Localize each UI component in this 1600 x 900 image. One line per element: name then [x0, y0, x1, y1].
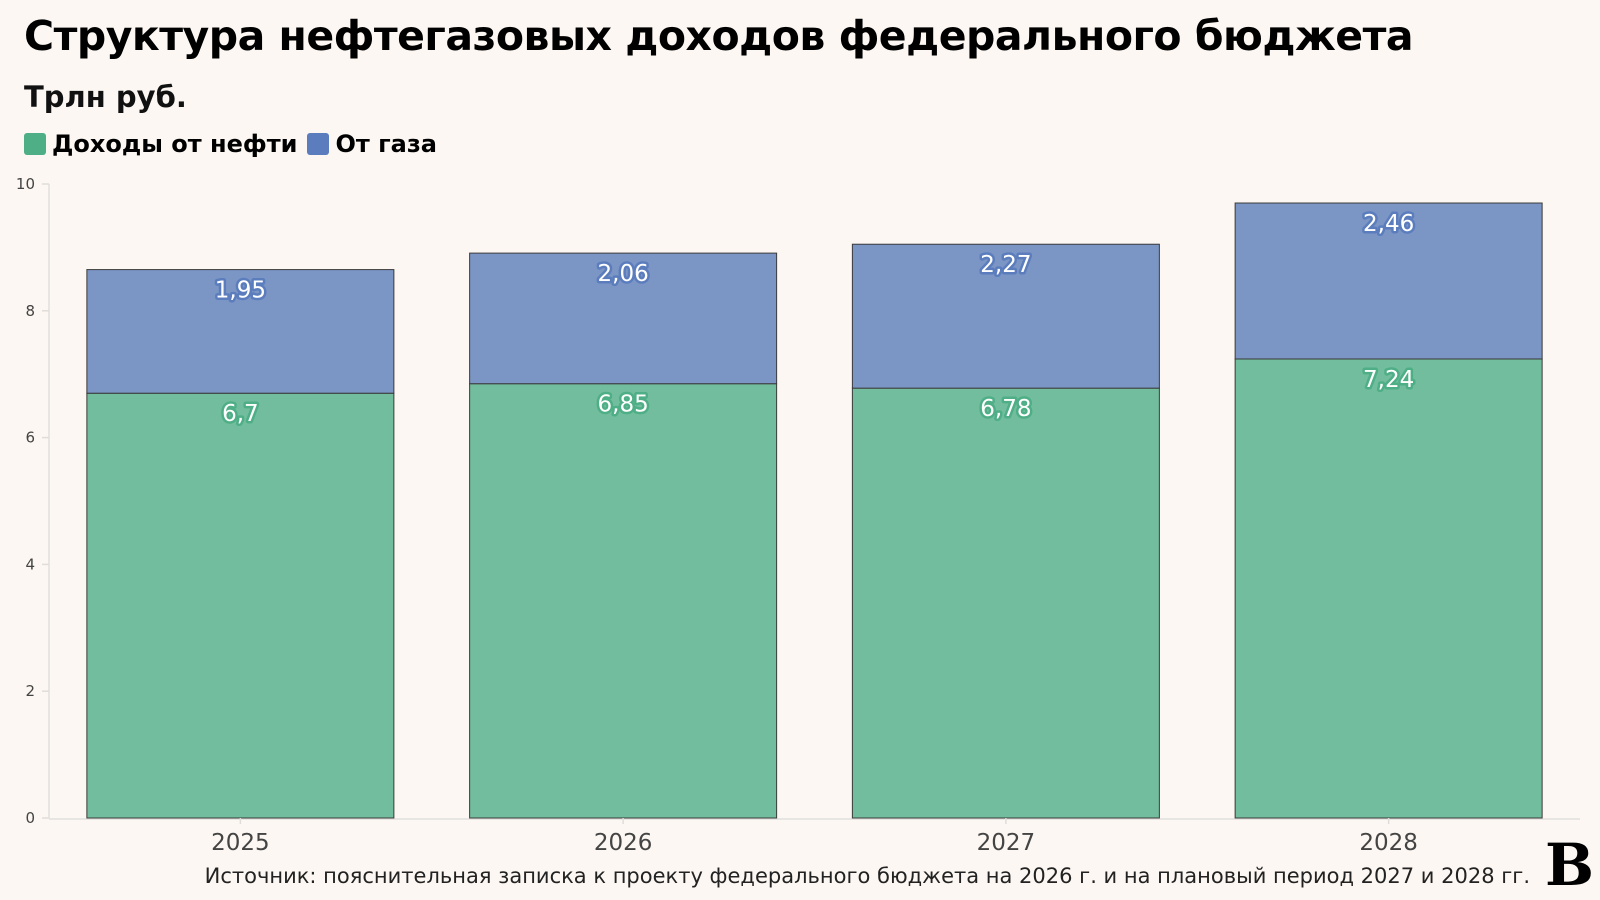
bar-gas [1234, 202, 1543, 360]
data-label: 6,78 [980, 396, 1031, 422]
x-tick-label: 2028 [1359, 830, 1418, 856]
y-tick-label: 2 [25, 682, 35, 700]
legend-swatch-oil [24, 133, 46, 155]
chart-subtitle: Трлн руб. [24, 80, 187, 114]
data-label: 1,95 [215, 278, 266, 304]
bar-gas [86, 269, 395, 394]
bar-oil [469, 383, 778, 819]
legend-label-gas: От газа [335, 130, 437, 158]
bar-oil [851, 387, 1160, 819]
x-tick-label: 2025 [211, 830, 270, 856]
data-label: 6,85 [598, 392, 649, 418]
bar-gas [469, 252, 778, 385]
data-label: 2,06 [598, 261, 649, 287]
y-tick-label: 6 [25, 429, 35, 447]
bar-oil [86, 392, 395, 819]
vedomosti-logo: В [1545, 831, 1595, 899]
chart-title: Структура нефтегазовых доходов федеральн… [24, 12, 1414, 60]
bar-oil [1234, 358, 1543, 819]
data-label: 7,24 [1363, 367, 1414, 393]
data-label: 6,7 [222, 401, 259, 427]
x-tick-label: 2026 [594, 830, 653, 856]
y-tick-label: 0 [25, 809, 35, 827]
source-note: Источник: пояснительная записка к проект… [204, 864, 1530, 888]
bar-gas [851, 243, 1160, 389]
legend-swatch-gas [307, 133, 330, 155]
y-tick-label: 10 [16, 175, 35, 193]
data-label: 2,46 [1363, 211, 1414, 237]
data-label: 2,27 [980, 252, 1031, 278]
legend: Доходы от нефти От газа [24, 130, 447, 158]
y-tick-label: 4 [25, 555, 35, 573]
x-tick-label: 2027 [977, 830, 1036, 856]
legend-item-oil: Доходы от нефти [24, 130, 297, 158]
legend-label-oil: Доходы от нефти [52, 130, 298, 158]
legend-item-gas: От газа [307, 130, 437, 158]
y-tick-label: 8 [25, 302, 35, 320]
